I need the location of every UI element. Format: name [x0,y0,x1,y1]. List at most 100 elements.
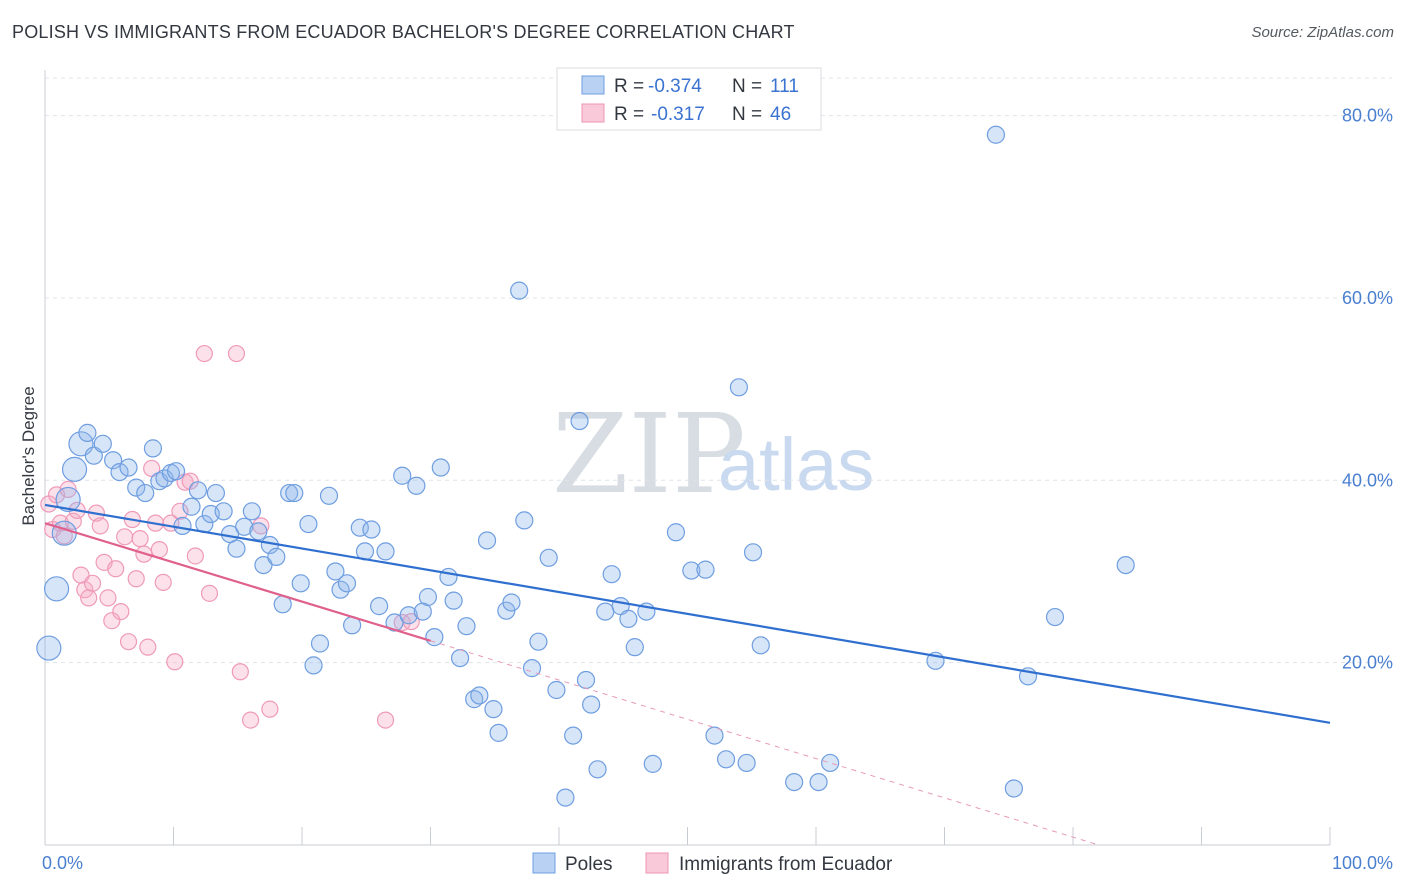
watermark-zip: ZIP [552,390,746,518]
poles-point [136,483,155,503]
poles-point [418,587,438,607]
bottom-legend-swatch-poles [532,852,556,874]
y-tick-label: 40.0% [1342,470,1393,490]
poles-point [370,597,389,616]
poles-point [1116,555,1135,575]
ecuador-point [154,573,172,592]
poles-point [173,516,192,535]
poles-point [439,567,458,587]
ecuador-point [139,638,157,656]
poles-point [242,502,261,521]
poles-point [529,632,548,651]
ecuador-point [171,502,189,520]
ecuador-point [99,589,117,607]
legend-r-label-2: R = [614,104,644,125]
legend-n-value-2: 46 [770,104,791,125]
poles-point [110,462,129,482]
legend-n-label-2: N = [732,104,762,125]
ecuador-point [200,584,219,602]
poles-point [127,478,146,497]
ecuador-point [181,472,199,490]
poles-point [450,648,470,668]
poles-point [227,539,246,558]
poles-point [206,483,226,503]
poles-point [625,638,644,657]
poles-point [821,753,840,773]
poles-point [399,606,418,625]
poles-point [304,656,323,675]
poles-point [55,486,81,513]
poles-point [785,772,804,792]
poles-point [280,483,299,503]
ecuador-point [83,574,102,592]
poles-point [254,555,273,575]
poles-point [326,562,345,581]
poles-point [61,456,88,482]
poles-point [182,497,201,516]
x-tick-label: 100.0% [1332,853,1393,873]
poles-point [502,593,521,612]
poles-point [564,726,583,745]
poles-point [576,670,596,690]
legend-r-label-1: R = [614,76,644,97]
y-tick-label: 60.0% [1342,288,1393,308]
poles-point [319,486,339,505]
poles-point [539,548,558,567]
ecuador-point [242,711,260,729]
poles-point [407,476,426,495]
ecuador-point [186,547,204,565]
poles-point [376,542,395,561]
poles-point [705,726,724,745]
poles-point [510,281,529,300]
poles-point [337,574,357,593]
watermark-atlas: atlas [718,423,874,506]
ecuador-point [127,570,145,588]
source-label: Source: ZipAtlas.com [1251,24,1394,41]
poles-point [235,517,254,536]
tick-labels: 20.0% 40.0% 60.0% 80.0% 0.0% 100.0% [42,106,1393,873]
poles-point [666,523,686,542]
ecuador-point [59,480,77,499]
poles-point [431,458,450,477]
poles-point [78,423,97,442]
ecuador-point [231,663,249,681]
poles-point [285,483,304,503]
ecuador-point [103,612,121,630]
poles-point [267,547,286,566]
poles-point [214,502,233,521]
poles-point [43,576,70,602]
poles-point [643,754,662,773]
poles-point [350,518,369,537]
legend-n-label-1: N = [732,76,762,97]
poles-point [143,439,163,458]
poles-point [385,613,404,632]
poles-points [36,125,1135,807]
poles-point [188,481,208,500]
poles-point [986,125,1006,144]
poles-trend-line [44,503,1331,724]
poles-point [36,635,62,661]
top-legend: R = -0.374 N = 111 R = -0.317 N = 46 [556,67,822,131]
legend-swatch-poles [581,75,605,95]
poles-point [457,617,476,636]
legend-r-value-1: -0.374 [648,76,702,97]
chart-title: POLISH VS IMMIGRANTS FROM ECUADOR BACHEL… [12,22,795,42]
poles-point [489,723,508,742]
poles-point [477,531,497,550]
poles-point [596,602,615,621]
y-tick-label: 80.0% [1342,106,1393,126]
ecuador-point [116,528,134,546]
ecuador-point [107,560,125,578]
poles-point [556,788,575,807]
bottom-legend-poles: Poles [565,854,613,875]
poles-point [743,543,763,562]
axes [44,70,1331,846]
poles-point [602,565,621,584]
poles-point [716,750,736,769]
poles-point [547,680,566,700]
ecuador-point [393,613,411,632]
poles-point [249,522,268,541]
poles-point [484,700,503,719]
poles-point [444,591,463,610]
